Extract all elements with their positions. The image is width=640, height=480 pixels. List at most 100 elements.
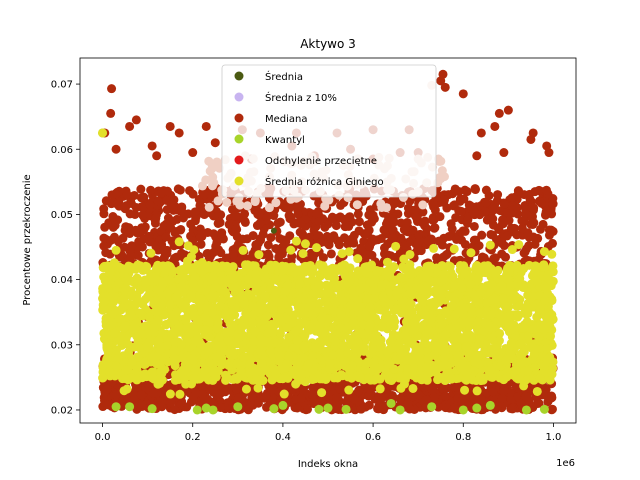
mediana-point [250,205,260,215]
mediana-point [353,386,363,396]
mediana-point [216,403,226,413]
mediana-point [102,384,112,394]
mediana-point [174,128,184,138]
mediana-point [513,186,523,196]
mediana-point [503,105,513,115]
plot-area [98,69,558,415]
mediana-point [136,193,146,203]
light-point [352,200,362,210]
mediana-point [232,384,242,394]
light-point [213,159,223,169]
mediana-point [437,240,447,250]
mediana-point [99,204,109,214]
mediana-point [273,218,283,228]
mediana-point [512,230,522,240]
mediana-point [307,390,317,400]
mediana-point [318,253,328,263]
mediana-point [463,215,473,225]
mediana-point [253,398,263,408]
mediana-point [488,387,498,397]
mediana-point [541,185,551,195]
mediana-point [541,207,551,217]
mediana-point [178,213,188,223]
mediana-point [504,216,514,226]
mediana-point [101,196,111,206]
mediana-point [408,392,418,402]
mediana-point [401,224,411,234]
mediana-point [320,222,330,232]
mediana-point [452,234,462,244]
mediana-point [456,396,466,406]
mediana-point [408,225,418,235]
mediana-point [344,221,354,231]
mediana-point [303,404,313,414]
mediana-point [365,205,375,215]
kwantyl-point [111,402,121,412]
mediana-point [111,144,121,154]
mediana-point [199,210,209,220]
mediana-point [388,233,398,243]
mediana-point [429,392,439,402]
mediana-point [285,231,295,241]
light-point [436,174,446,184]
kwantyl-point [192,405,202,415]
mediana-point [136,184,146,194]
mediana-point [492,235,502,245]
mediana-point [293,202,303,212]
mediana-point [526,134,536,144]
mediana-point [139,225,149,235]
mediana-point [107,84,117,94]
mediana-point [422,395,432,405]
mediana-point [458,89,468,99]
mediana-point [547,391,557,401]
mediana-point [388,196,398,206]
mediana-point [335,212,345,222]
mediana-point [170,405,180,415]
mediana-point [481,198,491,208]
mediana-point [286,212,296,222]
mediana-point [101,248,111,258]
mediana-point [464,200,474,210]
mediana-point [451,382,461,392]
mediana-point [106,108,116,118]
mediana-point [188,189,198,199]
mediana-point [188,148,198,158]
mediana-point [441,250,451,260]
mediana-point [498,215,508,225]
mediana-point [364,391,374,401]
mediana-point [395,393,405,403]
mediana-point [506,395,516,405]
mediana-point [130,210,140,220]
kwantyl-point [458,405,468,415]
mediana-point [405,404,415,414]
mediana-point [278,380,288,390]
mediana-point [246,253,256,263]
mediana-point [146,185,156,195]
light-point [197,181,207,191]
mediana-point [263,240,273,250]
mediana-point [454,206,464,216]
mediana-point [262,402,272,412]
mediana-point [111,189,121,199]
mediana-point [208,248,218,258]
mediana-point [507,404,517,414]
kwantyl-point [323,403,333,413]
mediana-point [153,196,163,206]
mediana-point [548,199,558,209]
mediana-point [494,108,504,118]
mediana-point [220,387,230,397]
mediana-point [469,393,479,403]
mediana-point [364,241,374,251]
mediana-point [521,209,531,219]
gini-point [161,320,171,330]
kwantyl-point [278,400,288,410]
mediana-point [529,218,539,228]
mediana-point [528,232,538,242]
mediana-point [159,245,169,255]
mediana-point [433,402,443,412]
mediana-point [121,201,131,211]
mediana-point [271,243,281,253]
mediana-point [296,219,306,229]
mediana-point [419,382,429,392]
